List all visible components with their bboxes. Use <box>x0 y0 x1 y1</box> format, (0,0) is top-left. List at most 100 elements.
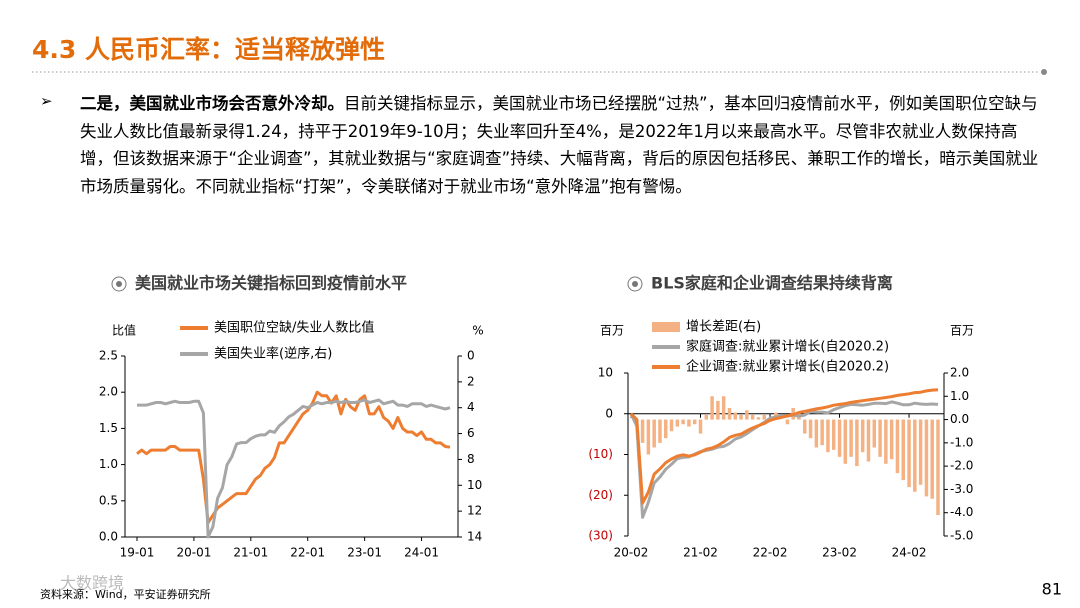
bar <box>675 419 680 427</box>
y2-tick-label: -3.0 <box>950 482 973 496</box>
body-text: 二是，美国就业市场会否意外冷却。目前关键指标显示，美国就业市场已经摆脱“过热”，… <box>80 90 1040 200</box>
y2-tick-label: 2 <box>467 374 475 388</box>
bar <box>681 419 685 425</box>
slide-title: 人民币汇率：适当释放弹性 <box>85 35 386 64</box>
bar <box>640 419 645 443</box>
bar <box>733 412 738 420</box>
y2-tick-label: -2.0 <box>950 459 973 473</box>
bar <box>901 419 905 481</box>
legend-label: 美国失业率(逆序,右) <box>214 346 332 362</box>
paragraph: 目前关键指标显示，美国就业市场已经摆脱“过热”，基本回归疫情前水平，例如美国职位… <box>80 94 1039 196</box>
y2-tick-label: 4 <box>467 400 475 414</box>
lead: 二是，美国就业市场会否意外冷却。 <box>80 94 344 113</box>
y2-tick-label: -5.0 <box>950 529 973 543</box>
bar <box>803 419 807 434</box>
legend-label: 美国职位空缺/失业人数比值 <box>214 320 374 336</box>
bar <box>808 419 813 439</box>
bar <box>849 419 853 457</box>
y2-tick-label: 8 <box>467 452 475 466</box>
y2-axis-title: % <box>472 324 483 338</box>
bar <box>704 414 709 420</box>
title-icon <box>111 276 127 292</box>
watermark: 大数跨境 <box>60 574 124 593</box>
bar <box>820 419 824 446</box>
x-tick-label: 24-01 <box>404 546 439 560</box>
y-tick-label: 0.5 <box>99 493 118 507</box>
bar <box>884 419 888 464</box>
y-tick-label: 2.0 <box>99 385 118 399</box>
bar <box>745 410 749 420</box>
legend-swatch <box>652 322 680 332</box>
bar <box>762 414 766 420</box>
y-tick-label: 0 <box>605 406 613 420</box>
bar <box>860 419 865 453</box>
chart-title: 美国就业市场关键指标回到疫情前水平 <box>135 274 407 293</box>
bar <box>924 419 929 497</box>
bar <box>692 419 697 425</box>
bar <box>895 419 900 474</box>
bar <box>866 419 871 462</box>
chart-title: BLS家庭和企业调查结果持续背离 <box>651 274 893 293</box>
y-axis-title: 比值 <box>112 323 136 338</box>
y2-tick-label: -1.0 <box>950 435 973 449</box>
bar <box>826 419 830 453</box>
y2-axis-title: 百万 <box>950 324 974 338</box>
x-tick-label: 22-02 <box>753 546 788 560</box>
bar <box>739 414 743 420</box>
header: 4.3 人民币汇率：适当释放弹性 <box>32 30 385 66</box>
y2-tick-label: 10 <box>467 478 482 492</box>
bar <box>878 419 882 457</box>
bar <box>756 417 761 420</box>
bar <box>727 407 732 420</box>
bar <box>930 419 934 499</box>
bar <box>907 419 911 488</box>
y2-tick-label: 14 <box>467 530 482 544</box>
page-number: 81 <box>1042 580 1062 599</box>
bar <box>721 396 726 420</box>
title-icon <box>627 276 643 292</box>
y2-tick-label: 2.0 <box>950 366 969 380</box>
bar <box>664 419 668 439</box>
x-tick-label: 20-02 <box>614 546 649 560</box>
legend-label: 家庭调查:就业累计增长(自2020.2) <box>686 339 889 355</box>
bar <box>652 419 656 448</box>
x-tick-label: 23-01 <box>347 546 382 560</box>
x-tick-label: 24-02 <box>892 546 927 560</box>
bar <box>872 419 877 448</box>
bar <box>698 419 703 434</box>
title-icon <box>632 281 638 287</box>
bar <box>785 419 790 425</box>
y-tick-label: 0.0 <box>99 530 118 544</box>
line <box>629 400 939 519</box>
y-tick-label: 10 <box>598 366 613 380</box>
line <box>136 390 451 524</box>
bar <box>687 419 691 427</box>
x-tick-label: 21-02 <box>683 546 718 560</box>
line <box>137 398 451 539</box>
y2-tick-label: 0 <box>467 349 475 363</box>
bullet-icon: ➢ <box>40 92 53 110</box>
legend-label: 企业调查:就业累计增长(自2020.2) <box>686 359 889 375</box>
x-tick-label: 19-01 <box>120 546 155 560</box>
bar <box>814 419 819 448</box>
bar <box>716 400 720 420</box>
y2-tick-label: -4.0 <box>950 505 973 519</box>
bar <box>889 419 894 460</box>
bar <box>837 419 842 457</box>
bar <box>831 419 836 450</box>
source: 资料来源：Wind，平安证券研究所 <box>40 587 211 601</box>
y-tick-label: (30) <box>588 529 613 543</box>
divider-dot <box>1041 69 1047 75</box>
x-tick-label: 23-02 <box>822 546 857 560</box>
bar <box>750 414 755 420</box>
y2-tick-label: 6 <box>467 426 475 440</box>
y-tick-label: 1.5 <box>99 421 118 435</box>
bar <box>710 396 714 420</box>
y-axis-title: 百万 <box>600 324 624 338</box>
y2-tick-label: 1.0 <box>950 389 969 403</box>
y-tick-label: 1.0 <box>99 457 118 471</box>
x-tick-label: 21-01 <box>233 546 268 560</box>
title-icon <box>116 281 122 287</box>
